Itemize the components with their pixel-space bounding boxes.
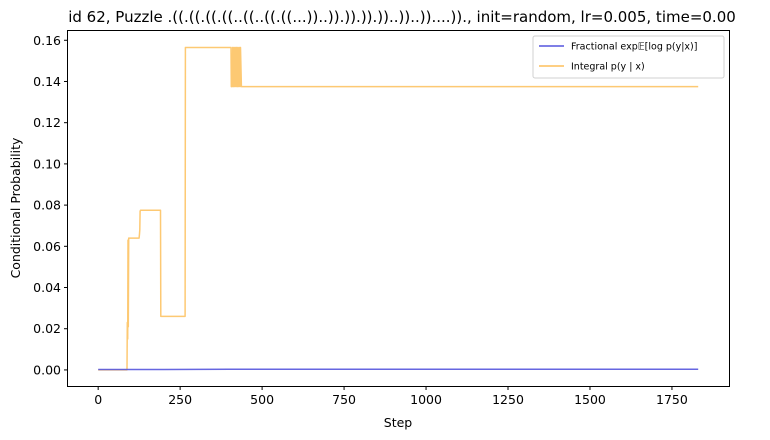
y-axis-label: Conditional Probability (8, 137, 23, 278)
y-tick-label: 0.00 (33, 362, 61, 377)
x-tick-label: 0 (94, 392, 102, 407)
x-tick-label: 250 (168, 392, 192, 407)
x-tick-label: 500 (250, 392, 274, 407)
chart-title: id 62, Puzzle .((.((.((.((..((..((.((...… (68, 8, 736, 26)
y-tick-label: 0.12 (33, 115, 61, 130)
x-tick-label: 1000 (410, 392, 442, 407)
series-line-integral (98, 46, 699, 371)
y-tick-label: 0.02 (33, 321, 61, 336)
x-tick-label: 750 (332, 392, 356, 407)
x-tick-label: 1500 (574, 392, 606, 407)
x-axis-label: Step (384, 415, 413, 430)
y-tick-label: 0.08 (33, 198, 61, 213)
legend: Fractional exp𝔼[log p(y|x)] Integral p(y… (532, 35, 725, 79)
legend-label-integral: Integral p(y | x) (571, 62, 645, 73)
x-tick-label: 1250 (492, 392, 524, 407)
legend-box (532, 35, 725, 79)
y-tick-label: 0.10 (33, 156, 61, 171)
y-tick-label: 0.14 (33, 74, 61, 89)
plot-frame (67, 30, 730, 387)
legend-label-fractional: Fractional exp𝔼[log p(y|x)] (571, 42, 697, 53)
y-tick-label: 0.04 (33, 280, 61, 295)
y-tick-label: 0.06 (33, 239, 61, 254)
x-tick-label: 1750 (656, 392, 688, 407)
y-tick-label: 0.16 (33, 33, 61, 48)
